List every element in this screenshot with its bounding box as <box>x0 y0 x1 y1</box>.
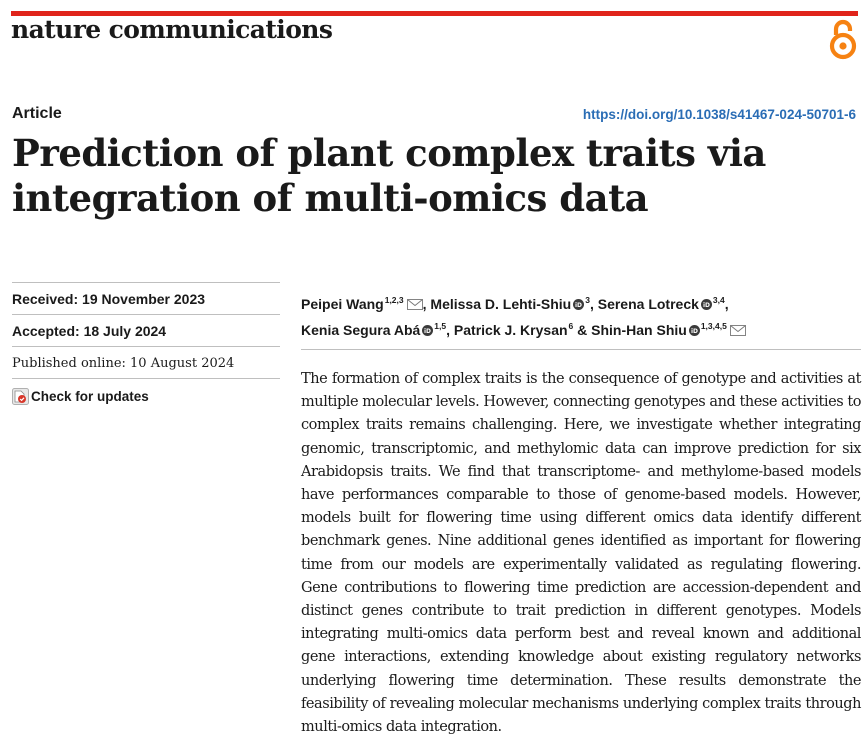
open-access-lock-icon[interactable] <box>828 18 858 60</box>
affiliation-marker: 6 <box>568 321 574 331</box>
check-for-updates-label: Check for updates <box>31 389 149 404</box>
author-separator: , <box>724 296 729 312</box>
author-name[interactable]: Patrick J. Krysan <box>453 322 568 338</box>
author-separator: & <box>573 322 592 338</box>
journal-accent-bar <box>11 11 858 16</box>
article-title: Prediction of plant complex traits via i… <box>12 131 766 220</box>
author-name[interactable]: Kenia Segura Abá <box>301 322 421 338</box>
affiliation-marker: 3 <box>585 295 590 305</box>
author[interactable]: Serena Lotreck iD 3,4 <box>597 295 725 312</box>
accepted-date: Accepted: 18 July 2024 <box>12 323 166 339</box>
received-date: Received: 19 November 2023 <box>12 291 205 307</box>
orcid-icon[interactable]: iD <box>422 325 434 336</box>
affiliation-marker: 1,3,4,5 <box>700 321 727 331</box>
article-type: Article <box>12 105 62 122</box>
author-name[interactable]: Shin-Han Shiu <box>591 322 687 338</box>
orcid-icon[interactable]: iD <box>700 299 712 310</box>
author[interactable]: Shin-Han Shiu iD 1,3,4,5 <box>591 321 746 338</box>
svg-text:iD: iD <box>575 302 582 309</box>
divider <box>12 282 280 283</box>
orcid-icon[interactable]: iD <box>573 299 585 310</box>
affiliation-marker: 3,4 <box>712 295 725 305</box>
check-for-updates-icon <box>12 388 29 405</box>
author-list: Peipei Wang1,2,3, Melissa D. Lehti-Shiu i… <box>301 289 861 341</box>
received-value: 19 November 2023 <box>82 291 206 307</box>
divider <box>12 346 280 347</box>
accepted-label: Accepted: <box>12 323 80 339</box>
author[interactable]: Peipei Wang1,2,3 <box>301 295 423 312</box>
doi-link[interactable]: https://doi.org/10.1038/s41467-024-50701… <box>582 107 856 122</box>
author-separator: , <box>422 296 431 312</box>
email-icon[interactable] <box>406 299 423 310</box>
author-name[interactable]: Peipei Wang <box>301 296 384 312</box>
author-separator: , <box>446 322 454 338</box>
divider <box>301 349 861 350</box>
orcid-icon[interactable]: iD <box>688 325 700 336</box>
author-separator: , <box>589 296 598 312</box>
divider <box>12 314 280 315</box>
accepted-value: 18 July 2024 <box>83 323 167 339</box>
author[interactable]: Kenia Segura Abá iD 1,5 <box>301 321 447 338</box>
svg-text:iD: iD <box>703 302 710 309</box>
abstract: The formation of complex traits is the c… <box>301 371 862 736</box>
published-date: Published online: 10 August 2024 <box>12 356 235 371</box>
svg-text:iD: iD <box>691 328 698 335</box>
email-icon[interactable] <box>729 325 746 336</box>
divider <box>12 378 280 379</box>
author-name[interactable]: Melissa D. Lehti-Shiu <box>430 296 572 312</box>
author-name[interactable]: Serena Lotreck <box>597 296 699 312</box>
svg-text:iD: iD <box>424 328 431 335</box>
journal-name: nature communications <box>11 15 333 44</box>
author[interactable]: Patrick J. Krysan6 <box>453 321 574 338</box>
check-for-updates-button[interactable]: Check for updates <box>12 388 149 405</box>
affiliation-marker: 1,5 <box>434 321 447 331</box>
affiliation-marker: 1,2,3 <box>384 295 404 305</box>
received-label: Received: <box>12 291 79 307</box>
author[interactable]: Melissa D. Lehti-Shiu iD 3 <box>430 295 590 312</box>
